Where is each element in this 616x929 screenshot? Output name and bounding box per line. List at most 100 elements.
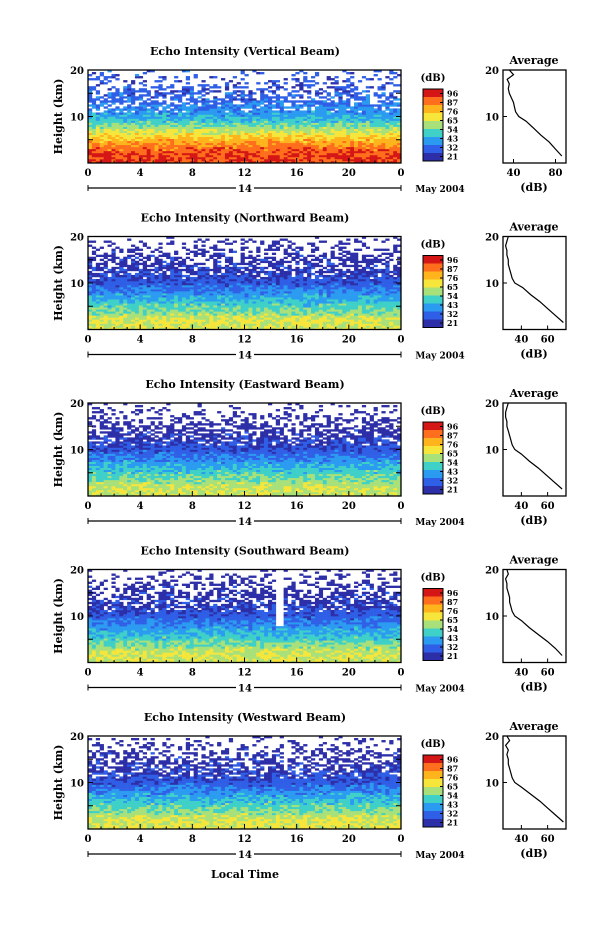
heatmap-cell bbox=[318, 88, 324, 91]
heatmap-cell bbox=[322, 104, 327, 107]
heatmap-cell bbox=[389, 96, 394, 99]
heatmap-cell bbox=[123, 106, 128, 109]
heatmap-cell bbox=[134, 317, 140, 320]
heatmap-cell bbox=[123, 311, 128, 314]
heatmap-cell bbox=[189, 118, 194, 121]
heatmap-cell bbox=[357, 122, 363, 125]
heatmap-cell bbox=[127, 323, 132, 326]
heatmap-cell bbox=[275, 305, 281, 308]
heatmap-cell bbox=[322, 278, 327, 282]
heatmap-cell bbox=[88, 140, 93, 144]
heatmap-cell bbox=[217, 116, 222, 119]
heatmap-cell bbox=[330, 311, 335, 314]
heatmap-cell bbox=[221, 315, 226, 318]
heatmap-cell bbox=[287, 327, 292, 330]
heatmap-cell bbox=[88, 287, 93, 290]
heatmap-cell bbox=[307, 96, 312, 99]
heatmap-cell bbox=[232, 152, 237, 156]
heatmap-cell bbox=[350, 108, 355, 111]
heatmap-cell bbox=[248, 311, 253, 314]
heatmap-cell bbox=[189, 122, 194, 125]
heatmap-cell bbox=[330, 315, 335, 318]
heatmap-cell bbox=[224, 106, 230, 109]
heatmap-cell bbox=[303, 317, 308, 320]
heatmap-cell bbox=[185, 301, 191, 304]
heatmap-cell bbox=[326, 297, 331, 300]
heatmap-cell bbox=[95, 280, 101, 284]
heatmap-cell bbox=[115, 136, 120, 140]
heatmap-cell bbox=[177, 287, 183, 290]
heatmap-cell bbox=[111, 110, 116, 113]
heatmap-cell bbox=[162, 78, 167, 81]
heatmap-cell bbox=[95, 299, 101, 302]
heatmap-cell bbox=[295, 307, 300, 310]
heatmap-cell bbox=[123, 130, 128, 133]
heatmap-cell bbox=[127, 90, 132, 93]
heatmap-cell bbox=[291, 128, 296, 131]
heatmap-cell bbox=[283, 130, 288, 133]
heatmap-cell bbox=[267, 325, 273, 328]
heatmap-cell bbox=[103, 317, 108, 320]
heatmap-cell bbox=[244, 293, 249, 296]
heatmap-cell bbox=[111, 313, 116, 316]
heatmap-cell bbox=[295, 138, 300, 142]
heatmap-cell bbox=[393, 315, 398, 318]
heatmap-cell bbox=[342, 132, 347, 135]
heatmap-cell bbox=[123, 319, 128, 322]
heatmap-cell bbox=[381, 278, 386, 282]
heatmap-cell bbox=[197, 96, 202, 99]
heatmap-cell bbox=[197, 140, 202, 144]
heatmap-cell bbox=[189, 297, 194, 300]
heatmap-cell bbox=[158, 289, 163, 292]
heatmap-cell bbox=[170, 303, 175, 306]
heatmap-cell bbox=[369, 287, 374, 290]
heatmap-cell bbox=[111, 301, 116, 304]
heatmap-cell bbox=[385, 138, 390, 142]
heatmap-cell bbox=[150, 160, 155, 164]
heatmap-cell bbox=[221, 138, 226, 142]
heatmap-cell bbox=[318, 309, 324, 312]
heatmap-cell bbox=[228, 120, 234, 123]
heatmap-cell bbox=[111, 130, 116, 133]
heatmap-cell bbox=[357, 98, 363, 101]
heatmap-cell bbox=[287, 303, 292, 306]
heatmap-cell bbox=[338, 154, 343, 158]
heatmap-cell bbox=[275, 311, 281, 314]
heatmap-cell bbox=[154, 136, 159, 140]
heatmap-cell bbox=[279, 280, 284, 284]
heatmap-cell bbox=[138, 311, 144, 314]
heatmap-cell bbox=[361, 148, 367, 152]
heatmap-cell bbox=[193, 120, 198, 123]
heatmap-cell bbox=[209, 138, 214, 142]
heatmap-cell bbox=[314, 124, 320, 127]
heatmap-cell bbox=[256, 126, 261, 129]
heatmap-cell bbox=[338, 128, 343, 131]
heatmap-cell bbox=[213, 150, 218, 154]
heatmap-cell bbox=[119, 274, 124, 278]
heatmap-cell bbox=[107, 116, 112, 119]
heatmap-cell bbox=[224, 132, 230, 135]
heatmap-cell bbox=[88, 154, 93, 158]
heatmap-cell bbox=[287, 148, 292, 152]
heatmap-cell bbox=[326, 134, 331, 138]
heatmap-cell bbox=[209, 297, 214, 300]
heatmap-cell bbox=[330, 146, 335, 150]
heatmap-cell bbox=[240, 92, 245, 95]
heatmap-cell bbox=[138, 156, 144, 160]
heatmap-cell bbox=[162, 114, 167, 117]
heatmap-cell bbox=[248, 321, 253, 324]
heatmap-cell bbox=[267, 102, 273, 105]
heatmap-cell bbox=[217, 156, 222, 160]
heatmap-cell bbox=[361, 317, 367, 320]
heatmap-cell bbox=[373, 122, 378, 125]
heatmap-cell bbox=[127, 295, 132, 298]
colorbar-segment bbox=[423, 137, 443, 146]
heatmap-cell bbox=[127, 120, 132, 123]
heatmap-cell bbox=[95, 323, 101, 326]
heatmap-cell bbox=[322, 299, 327, 302]
heatmap-cell bbox=[232, 142, 237, 146]
heatmap-cell bbox=[354, 323, 359, 326]
heatmap-cell bbox=[111, 148, 116, 152]
heatmap-cell bbox=[244, 280, 249, 284]
heatmap-cell bbox=[389, 313, 394, 316]
